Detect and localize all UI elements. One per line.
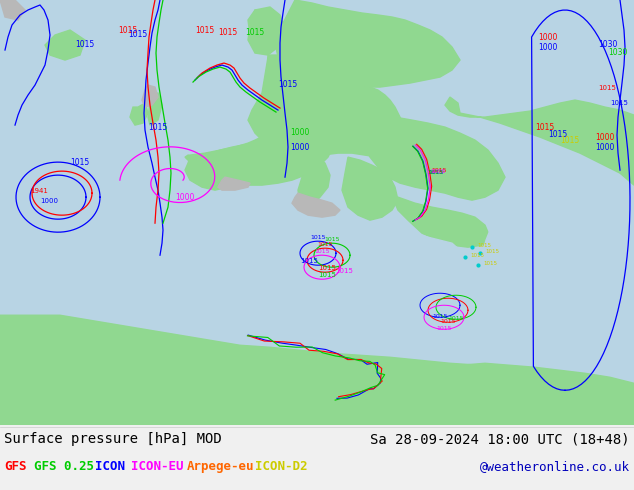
- Text: 1015: 1015: [432, 314, 448, 319]
- Text: 1015: 1015: [610, 100, 628, 106]
- Polygon shape: [248, 57, 405, 157]
- Polygon shape: [395, 197, 490, 247]
- Text: 1015: 1015: [477, 243, 491, 248]
- Polygon shape: [292, 193, 340, 217]
- Polygon shape: [445, 97, 634, 185]
- Text: 1000: 1000: [175, 193, 195, 202]
- Text: 1000: 1000: [538, 43, 557, 52]
- Text: 1030: 1030: [608, 48, 628, 57]
- Text: 1015: 1015: [195, 26, 214, 35]
- Text: 1015: 1015: [548, 130, 567, 139]
- Text: ICON: ICON: [96, 460, 126, 473]
- Polygon shape: [218, 177, 250, 190]
- Text: 1015: 1015: [128, 30, 147, 39]
- Text: Sa 28-09-2024 18:00 UTC (18+48): Sa 28-09-2024 18:00 UTC (18+48): [370, 432, 630, 446]
- Text: 1015: 1015: [432, 169, 447, 173]
- Text: 1000: 1000: [595, 143, 614, 152]
- Polygon shape: [0, 0, 25, 20]
- Text: 1015: 1015: [470, 253, 484, 258]
- Text: 1015: 1015: [535, 123, 554, 132]
- Polygon shape: [192, 233, 430, 295]
- Text: 1015: 1015: [335, 268, 353, 274]
- Polygon shape: [130, 103, 148, 125]
- Text: 1015: 1015: [148, 123, 167, 132]
- Polygon shape: [275, 0, 460, 87]
- Polygon shape: [342, 157, 398, 220]
- Text: ICON-D2: ICON-D2: [256, 460, 308, 473]
- Polygon shape: [0, 315, 634, 425]
- Polygon shape: [408, 233, 462, 270]
- Text: 1015: 1015: [278, 80, 297, 89]
- Text: 1000: 1000: [595, 133, 614, 142]
- Text: 1015: 1015: [440, 319, 456, 324]
- Text: 1000: 1000: [40, 198, 58, 204]
- Text: 1015: 1015: [430, 169, 446, 174]
- Text: 1941: 1941: [30, 188, 48, 194]
- Text: Arpege-eu: Arpege-eu: [187, 460, 254, 473]
- Polygon shape: [142, 85, 158, 107]
- Polygon shape: [0, 0, 634, 425]
- Text: 1015: 1015: [70, 158, 89, 167]
- Text: 1015: 1015: [427, 171, 442, 176]
- Text: 1015: 1015: [324, 237, 340, 242]
- Text: GFS: GFS: [4, 460, 27, 473]
- Text: 1015: 1015: [429, 170, 445, 174]
- Text: 1015: 1015: [483, 261, 497, 266]
- Text: 1015: 1015: [310, 235, 326, 240]
- Polygon shape: [185, 115, 335, 185]
- Text: 1015: 1015: [218, 28, 237, 37]
- Polygon shape: [248, 7, 285, 55]
- Text: 1015: 1015: [318, 272, 336, 278]
- Text: @weatheronline.co.uk: @weatheronline.co.uk: [480, 460, 630, 473]
- Polygon shape: [148, 93, 162, 125]
- Text: ICON-EU: ICON-EU: [131, 460, 184, 473]
- Polygon shape: [185, 145, 252, 190]
- Text: 1015: 1015: [245, 28, 264, 37]
- Text: 1000: 1000: [290, 128, 309, 137]
- Text: 1015: 1015: [75, 40, 94, 49]
- Text: 1015: 1015: [560, 136, 579, 145]
- Text: 1015: 1015: [314, 249, 330, 254]
- Text: 1015: 1015: [118, 26, 137, 35]
- Text: 1015: 1015: [436, 326, 452, 331]
- Polygon shape: [268, 55, 295, 97]
- Polygon shape: [482, 230, 502, 270]
- Polygon shape: [45, 30, 85, 60]
- Text: Surface pressure [hPa] MOD: Surface pressure [hPa] MOD: [4, 432, 222, 446]
- Polygon shape: [60, 363, 634, 425]
- Text: 1000: 1000: [538, 33, 557, 42]
- Polygon shape: [0, 425, 634, 490]
- Text: 1015: 1015: [448, 316, 463, 321]
- Text: 1000: 1000: [290, 143, 309, 152]
- Polygon shape: [248, 10, 278, 43]
- Text: GFS 0.25: GFS 0.25: [34, 460, 93, 473]
- Text: 1015: 1015: [598, 85, 616, 91]
- Polygon shape: [298, 157, 330, 210]
- Text: 1015: 1015: [485, 249, 499, 254]
- Polygon shape: [360, 115, 505, 200]
- Text: 1015: 1015: [317, 242, 333, 247]
- Text: 1030: 1030: [598, 40, 618, 49]
- Text: 1015: 1015: [318, 265, 336, 271]
- Text: 1015: 1015: [300, 258, 318, 264]
